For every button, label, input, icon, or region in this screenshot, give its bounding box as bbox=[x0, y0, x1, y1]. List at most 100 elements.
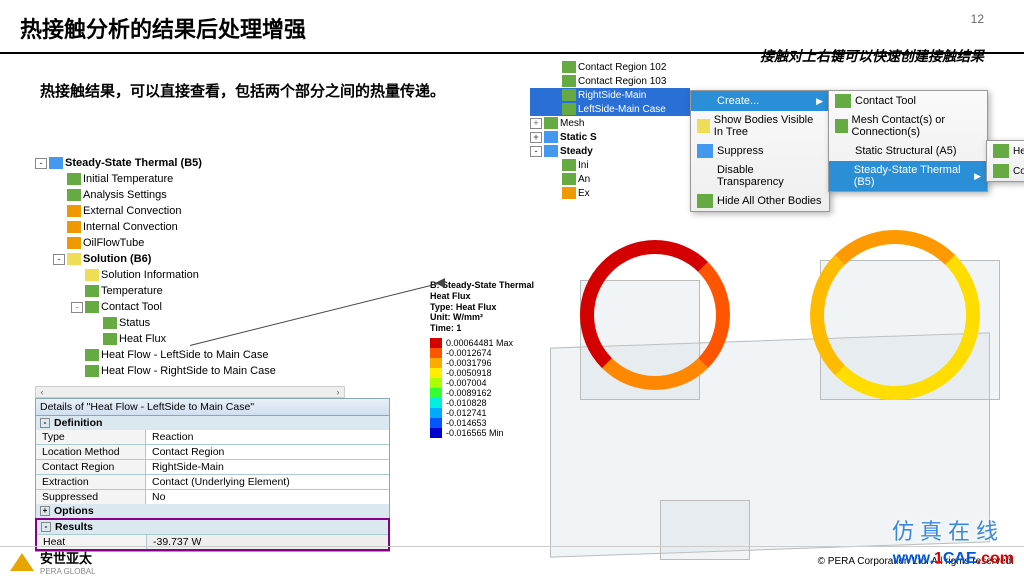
details-title: Details of "Heat Flow - LeftSide to Main… bbox=[36, 399, 389, 416]
details-panel: Details of "Heat Flow - LeftSide to Main… bbox=[35, 398, 390, 552]
node-icon bbox=[562, 75, 576, 87]
tree-item[interactable]: - Steady-State Thermal (B5) bbox=[35, 155, 345, 171]
tree-item[interactable]: Ini bbox=[530, 158, 690, 172]
detail-key: Type bbox=[36, 430, 146, 444]
context-menu[interactable]: Create...▶Show Bodies Visible In TreeSup… bbox=[690, 90, 830, 212]
expand-icon[interactable]: - bbox=[35, 158, 47, 169]
tree-label: Contact Region 103 bbox=[578, 76, 666, 87]
menu-label: Steady-State Thermal (B5) bbox=[854, 164, 974, 188]
tree-item[interactable]: + Static S bbox=[530, 130, 690, 144]
tree-item[interactable]: Contact Region 102 bbox=[530, 60, 690, 74]
tree-item[interactable]: Heat Flow - LeftSide to Main Case bbox=[35, 347, 345, 363]
scroll-left-icon[interactable]: ‹ bbox=[36, 387, 48, 397]
menu-item[interactable]: Contact Tool bbox=[829, 91, 987, 111]
tree-label: Steady-State Thermal (B5) bbox=[65, 157, 202, 169]
menu-item[interactable]: Static Structural (A5) bbox=[829, 141, 987, 161]
legend-title: B: Steady-State ThermalHeat FluxType: He… bbox=[430, 280, 534, 334]
viewport-3d[interactable] bbox=[520, 200, 1014, 536]
tree-label: Static S bbox=[560, 132, 597, 143]
tree-item[interactable]: -Contact Tool bbox=[35, 299, 345, 315]
tree-item[interactable]: LeftSide-Main Case bbox=[530, 102, 690, 116]
detail-row[interactable]: ExtractionContact (Underlying Element) bbox=[36, 474, 389, 489]
menu-item[interactable]: Suppress bbox=[691, 141, 829, 161]
legend-value: -0.010828 bbox=[446, 398, 487, 408]
scroll-right-icon[interactable]: › bbox=[332, 387, 344, 397]
expand-icon[interactable]: - bbox=[71, 302, 83, 313]
legend-swatch bbox=[430, 398, 442, 408]
menu-item[interactable]: Show Bodies Visible In Tree bbox=[691, 111, 829, 141]
tree-label: OilFlowTube bbox=[83, 237, 144, 249]
tree-item[interactable]: OilFlowTube bbox=[35, 235, 345, 251]
menu-item[interactable]: Create...▶ bbox=[691, 91, 829, 111]
node-icon bbox=[562, 187, 576, 199]
tree-item[interactable]: External Convection bbox=[35, 203, 345, 219]
menu-item[interactable]: Steady-State Thermal (B5)▶ bbox=[829, 161, 987, 191]
watermark: 仿真在线 bbox=[892, 514, 1004, 546]
description: 热接触结果，可以直接查看，包括两个部分之间的热量传递。 bbox=[40, 80, 445, 104]
tree-label: LeftSide-Main Case bbox=[578, 104, 666, 115]
detail-row[interactable]: Location MethodContact Region bbox=[36, 444, 389, 459]
section-options[interactable]: +Options bbox=[36, 504, 389, 518]
tree-item[interactable]: Heat Flow - RightSide to Main Case bbox=[35, 363, 345, 379]
color-legend: B: Steady-State ThermalHeat FluxType: He… bbox=[430, 280, 534, 438]
menu-item[interactable]: Contact Tool bbox=[987, 161, 1024, 181]
node-icon bbox=[562, 173, 576, 185]
legend-row: -0.012741 bbox=[430, 408, 534, 418]
expand-icon[interactable]: + bbox=[530, 118, 542, 129]
menu-item[interactable]: Heat Reaction bbox=[987, 141, 1024, 161]
collapse-icon[interactable]: - bbox=[40, 418, 50, 428]
collapse-icon[interactable]: - bbox=[41, 522, 51, 532]
tree-item[interactable]: +Mesh bbox=[530, 116, 690, 130]
context-submenu[interactable]: Contact ToolMesh Contact(s) or Connectio… bbox=[828, 90, 988, 192]
legend-value: -0.012741 bbox=[446, 408, 487, 418]
detail-row[interactable]: SuppressedNo bbox=[36, 489, 389, 504]
tree-item[interactable]: -Steady bbox=[530, 144, 690, 158]
legend-value: -0.014653 bbox=[446, 418, 487, 428]
tree-label: Initial Temperature bbox=[83, 173, 173, 185]
tree-item[interactable]: Initial Temperature bbox=[35, 171, 345, 187]
expand-icon[interactable]: - bbox=[53, 254, 65, 265]
node-icon bbox=[544, 131, 558, 143]
brand: 安世亚太 PERA GLOBAL bbox=[40, 548, 96, 576]
tree-item[interactable]: -Solution (B6) bbox=[35, 251, 345, 267]
context-submenu-2[interactable]: Heat ReactionContact Tool bbox=[986, 140, 1024, 182]
legend-value: -0.007004 bbox=[446, 378, 487, 388]
menu-icon bbox=[993, 144, 1009, 158]
legend-swatch bbox=[430, 418, 442, 428]
node-icon bbox=[103, 317, 117, 329]
legend-row: -0.007004 bbox=[430, 378, 534, 388]
tree-item[interactable]: Contact Region 103 bbox=[530, 74, 690, 88]
menu-item[interactable]: Disable Transparency bbox=[691, 161, 829, 191]
detail-row[interactable]: Contact RegionRightSide-Main bbox=[36, 459, 389, 474]
expand-icon[interactable]: + bbox=[40, 506, 50, 516]
section-results[interactable]: -Results bbox=[37, 520, 388, 534]
node-icon bbox=[67, 221, 81, 233]
page-title: 热接触分析的结果后处理增强 bbox=[20, 12, 306, 44]
detail-key: Location Method bbox=[36, 445, 146, 459]
menu-icon bbox=[993, 164, 1009, 178]
context-tree[interactable]: Contact Region 102 Contact Region 103Righ… bbox=[530, 60, 690, 200]
section-definition[interactable]: -Definition bbox=[36, 416, 389, 430]
tree-item[interactable]: RightSide-Main bbox=[530, 88, 690, 102]
detail-row[interactable]: TypeReaction bbox=[36, 430, 389, 444]
tree-item[interactable]: An bbox=[530, 172, 690, 186]
tree-item[interactable]: Temperature bbox=[35, 283, 345, 299]
right-ring bbox=[810, 230, 980, 400]
legend-swatch bbox=[430, 338, 442, 348]
page-number: 12 bbox=[971, 12, 1004, 44]
tree-item[interactable]: Internal Convection bbox=[35, 219, 345, 235]
cae-link[interactable]: www.1CAE.com bbox=[893, 550, 1014, 568]
tree-item[interactable]: Ex bbox=[530, 186, 690, 200]
expand-icon[interactable]: + bbox=[530, 132, 542, 143]
node-icon bbox=[103, 333, 117, 345]
node-icon bbox=[67, 173, 81, 185]
tree-scrollbar[interactable]: ‹ › bbox=[35, 386, 345, 398]
tree-item[interactable]: Solution Information bbox=[35, 267, 345, 283]
tree-item[interactable]: Analysis Settings bbox=[35, 187, 345, 203]
menu-item[interactable]: Mesh Contact(s) or Connection(s) bbox=[829, 111, 987, 141]
expand-icon[interactable]: - bbox=[530, 146, 542, 157]
menu-icon bbox=[835, 169, 850, 183]
menu-icon bbox=[835, 119, 848, 133]
legend-swatch bbox=[430, 388, 442, 398]
tree-label: Internal Convection bbox=[83, 221, 178, 233]
